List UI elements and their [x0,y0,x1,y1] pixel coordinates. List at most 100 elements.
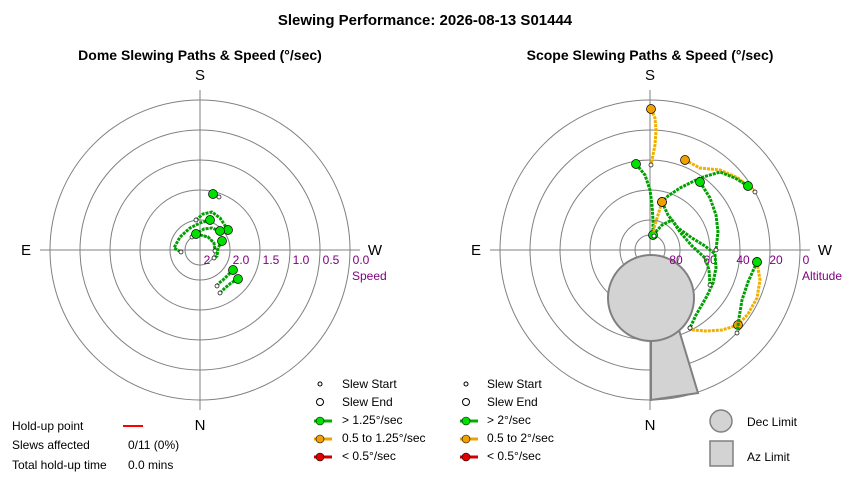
slew-end-point [211,255,217,261]
dec-limit-region [607,254,695,342]
slew-start-point [695,177,705,187]
slew-start-point [205,215,215,225]
slew-end-point [713,247,719,253]
chart-title: Slewing Performance: 2026-08-13 S01444 [278,12,573,29]
legend-label: > 2°/sec [487,413,531,427]
slew-start-point [228,265,238,275]
slew-start-point [233,274,243,284]
scope-ring-label: 80 [669,253,683,267]
slew-path [698,181,720,251]
legend-label: 0.5 to 1.25°/sec [342,431,426,445]
slew-start-point [217,236,227,246]
slew-end-point [214,283,220,289]
dome-legend: Slew Start Slew End > 1.25°/sec 0.5 to 1… [314,377,426,463]
dome-paths [172,189,243,296]
slews-affected-label: Slews affected [12,438,90,452]
dome-ring-label: 0.5 [323,253,340,267]
dome-label-s: S [195,67,205,84]
scope-paths [631,104,762,336]
scope-axis-label: Altitude [802,269,842,283]
slew-path [735,261,759,334]
slew-path [195,210,230,231]
legend-slew-start-marker [317,381,323,387]
slew-path [652,201,664,236]
legend-label: Slew End [342,395,393,409]
slew-end-point [707,282,713,288]
slew-path [195,232,217,252]
legend-red-marker [461,452,471,462]
legend-label: Slew Start [487,377,542,391]
slew-start-point [657,197,667,207]
dome-ring-label: 0.0 [353,253,370,267]
slew-start-point [680,155,690,165]
dome-ring-label: 2 [204,253,211,267]
slew-path [634,163,655,235]
scope-ring-labels: 80 60 40 20 0 Altitude [669,253,842,283]
dome-ring-label: 1.5 [263,253,280,267]
az-limit-swatch [709,440,734,467]
legend-green-marker [315,416,325,426]
slew-path [689,323,739,333]
legend-red-marker [315,452,325,462]
slew-end-point [687,325,693,331]
slew-path [651,218,712,286]
legend-green-marker [461,416,471,426]
slew-start-point [208,189,218,199]
scope-legend: Slew Start Slew End > 2°/sec 0.5 to 2°/s… [460,377,798,467]
legend-label: Slew Start [342,377,397,391]
scope-label-e: E [471,242,481,259]
scope-label-s: S [645,67,655,84]
legend-slew-end-marker [462,398,470,406]
legend-label: > 1.25°/sec [342,413,403,427]
legend-slew-end-marker [316,398,324,406]
dec-limit-swatch [709,409,733,433]
legend-slew-start-marker [463,381,469,387]
slew-path [649,108,658,166]
legend-label: Dec Limit [747,415,798,429]
dome-ring-label: 1.0 [293,253,310,267]
scope-ring-label: 20 [769,253,783,267]
legend-label: Slew End [487,395,538,409]
slew-start-point [743,181,753,191]
slew-end-point [193,217,199,223]
slew-end-point [178,249,184,255]
dome-label-e: E [21,242,31,259]
legend-label: < 0.5°/sec [342,449,396,463]
dome-plot: Dome Slewing Paths & Speed (°/sec) S N E… [21,47,387,434]
scope-label-n: N [645,417,656,434]
holdup-info: Hold-up point Slews affected 0/11 (0%) T… [12,419,179,472]
scope-ring-label: 40 [736,253,750,267]
slew-path [736,261,762,327]
slew-end-point [734,330,740,336]
dome-label-w: W [368,242,383,259]
slew-end-point [216,194,222,200]
slew-end-point [217,290,223,296]
dome-label-n: N [195,417,206,434]
legend-orange-marker [315,434,325,444]
dome-title: Dome Slewing Paths & Speed (°/sec) [78,47,322,63]
slew-start-point [215,226,225,236]
total-holdup-value: 0.0 mins [128,458,173,472]
slew-end-point [752,189,758,195]
legend-label: < 0.5°/sec [487,449,541,463]
scope-ring-label: 0 [803,253,810,267]
dome-ring-labels: 2 2.0 1.5 1.0 0.5 0.0 Speed [204,253,387,283]
slew-start-point [191,229,201,239]
slew-end-point [651,233,657,239]
dome-axis-label: Speed [352,269,387,283]
scope-label-w: W [818,242,833,259]
legend-orange-marker [461,434,471,444]
legend-label: Az Limit [747,450,790,464]
dome-ring-label: 2.0 [233,253,250,267]
scope-plot: Scope Slewing Paths & Speed (°/sec) S N … [471,47,842,434]
slew-start-point [223,225,233,235]
dome-grid [40,90,360,410]
slew-path [172,218,211,254]
holdup-point-label: Hold-up point [12,419,84,433]
slew-end-point [648,162,654,168]
slew-start-point [752,257,762,267]
slew-start-point [631,159,641,169]
total-holdup-label: Total hold-up time [12,458,107,472]
